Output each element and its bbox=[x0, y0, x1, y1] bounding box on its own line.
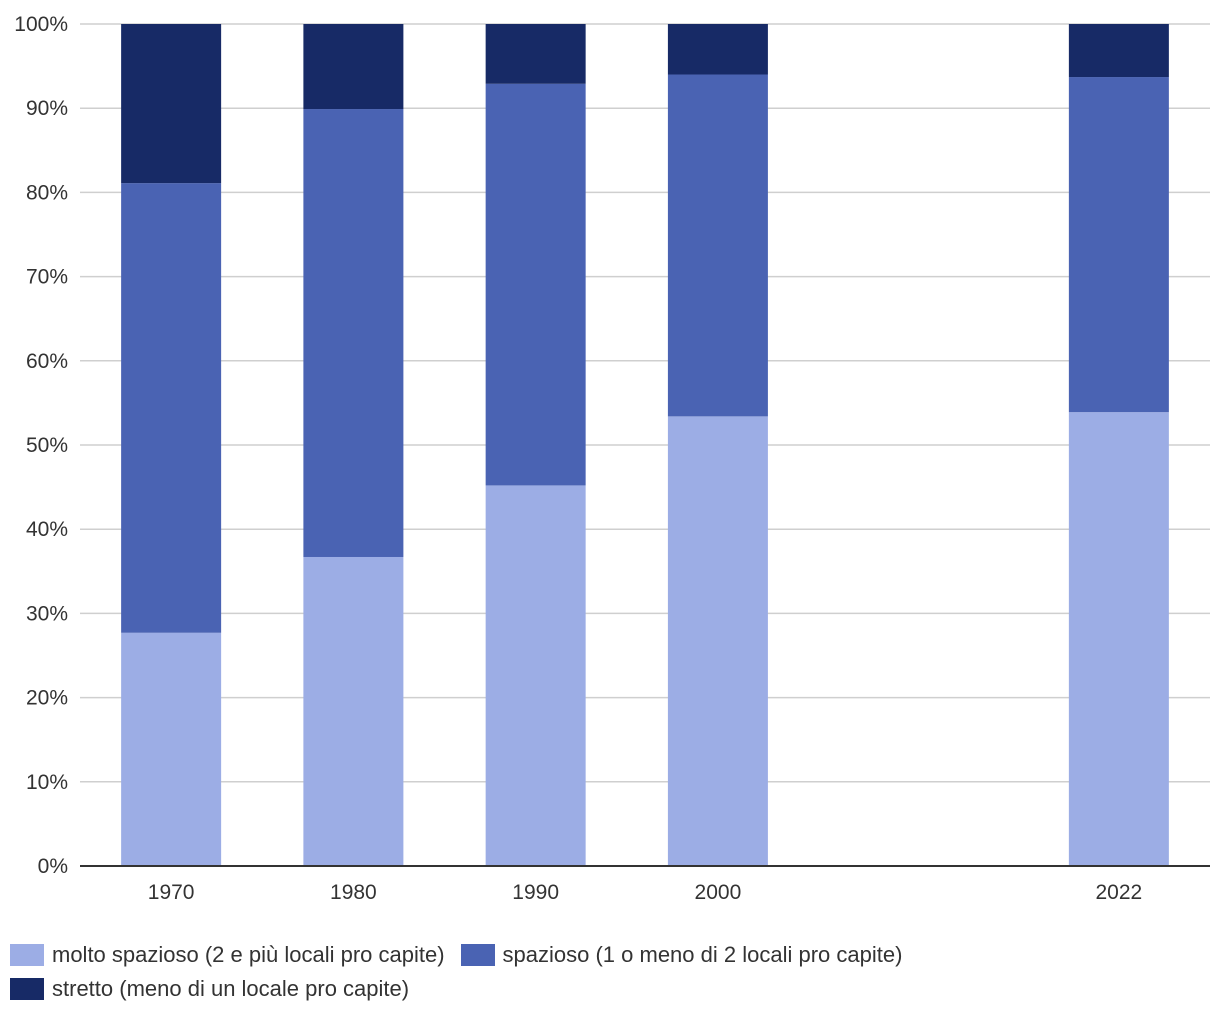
y-tick-label: 50% bbox=[26, 434, 68, 457]
x-tick-label: 2022 bbox=[1096, 881, 1143, 904]
bar-1980-series-1 bbox=[303, 556, 404, 866]
y-tick-label: 0% bbox=[38, 855, 68, 878]
legend-item-spazioso: spazioso (1 o meno di 2 locali pro capit… bbox=[460, 942, 903, 968]
y-tick-label: 30% bbox=[26, 602, 68, 625]
x-axis-ticks: 1970 1980 1990 2000 2022 bbox=[148, 881, 1142, 904]
y-tick-label: 90% bbox=[26, 97, 68, 120]
bar-1970-series-2 bbox=[121, 183, 222, 633]
legend: molto spazioso (2 e più locali pro capit… bbox=[10, 938, 1210, 1006]
gridlines bbox=[80, 23, 1210, 783]
legend-row-2: stretto (meno di un locale pro capite) bbox=[10, 972, 1210, 1006]
y-tick-label: 100% bbox=[14, 13, 68, 36]
bar-1970-series-3 bbox=[121, 24, 222, 184]
x-tick-label: 1990 bbox=[512, 881, 559, 904]
bar-1970-series-1 bbox=[121, 632, 222, 866]
y-tick-label: 40% bbox=[26, 518, 68, 541]
y-tick-label: 60% bbox=[26, 350, 68, 373]
y-tick-label: 70% bbox=[26, 266, 68, 289]
legend-swatch-stretto bbox=[10, 978, 44, 1000]
bar-2022-series-1 bbox=[1068, 412, 1169, 866]
bar-1980-series-2 bbox=[303, 109, 404, 557]
bar-1980-series-3 bbox=[303, 24, 404, 110]
legend-swatch-spazioso bbox=[460, 944, 495, 966]
legend-item-stretto: stretto (meno di un locale pro capite) bbox=[10, 976, 409, 1002]
x-tick-label: 1980 bbox=[330, 881, 377, 904]
legend-label-molto-spazioso: molto spazioso (2 e più locali pro capit… bbox=[52, 942, 445, 967]
legend-swatch-molto-spazioso bbox=[10, 944, 44, 966]
legend-item-molto-spazioso: molto spazioso (2 e più locali pro capit… bbox=[10, 942, 445, 968]
stacked-bar-chart: 0%10%20%30%40%50%60%70%80%90%100% 1970 19… bbox=[14, 13, 1210, 904]
y-axis-ticks: 0% 10% 20% 30% 40% 50% 60% 70% 80% 90% 100% bbox=[14, 13, 68, 878]
bar-1990-series-2 bbox=[485, 83, 586, 486]
y-tick-label: 20% bbox=[26, 687, 68, 710]
bars bbox=[121, 24, 1169, 866]
legend-label-stretto: stretto (meno di un locale pro capite) bbox=[52, 976, 410, 1001]
y-tick-label: 80% bbox=[26, 181, 68, 204]
bar-2000-series-1 bbox=[667, 416, 768, 866]
bar-2000-series-3 bbox=[667, 24, 768, 75]
bar-2000-series-2 bbox=[667, 74, 768, 417]
bar-2022-series-2 bbox=[1068, 77, 1169, 413]
bar-2022-series-3 bbox=[1068, 24, 1169, 78]
legend-row-1: molto spazioso (2 e più locali pro capit… bbox=[10, 938, 1210, 972]
bar-1990-series-1 bbox=[485, 485, 586, 866]
x-tick-label: 1970 bbox=[148, 881, 195, 904]
y-tick-label: 10% bbox=[26, 771, 68, 794]
legend-label-spazioso: spazioso (1 o meno di 2 locali pro capit… bbox=[502, 942, 903, 967]
bar-1990-series-3 bbox=[485, 24, 586, 84]
x-tick-label: 2000 bbox=[695, 881, 742, 904]
